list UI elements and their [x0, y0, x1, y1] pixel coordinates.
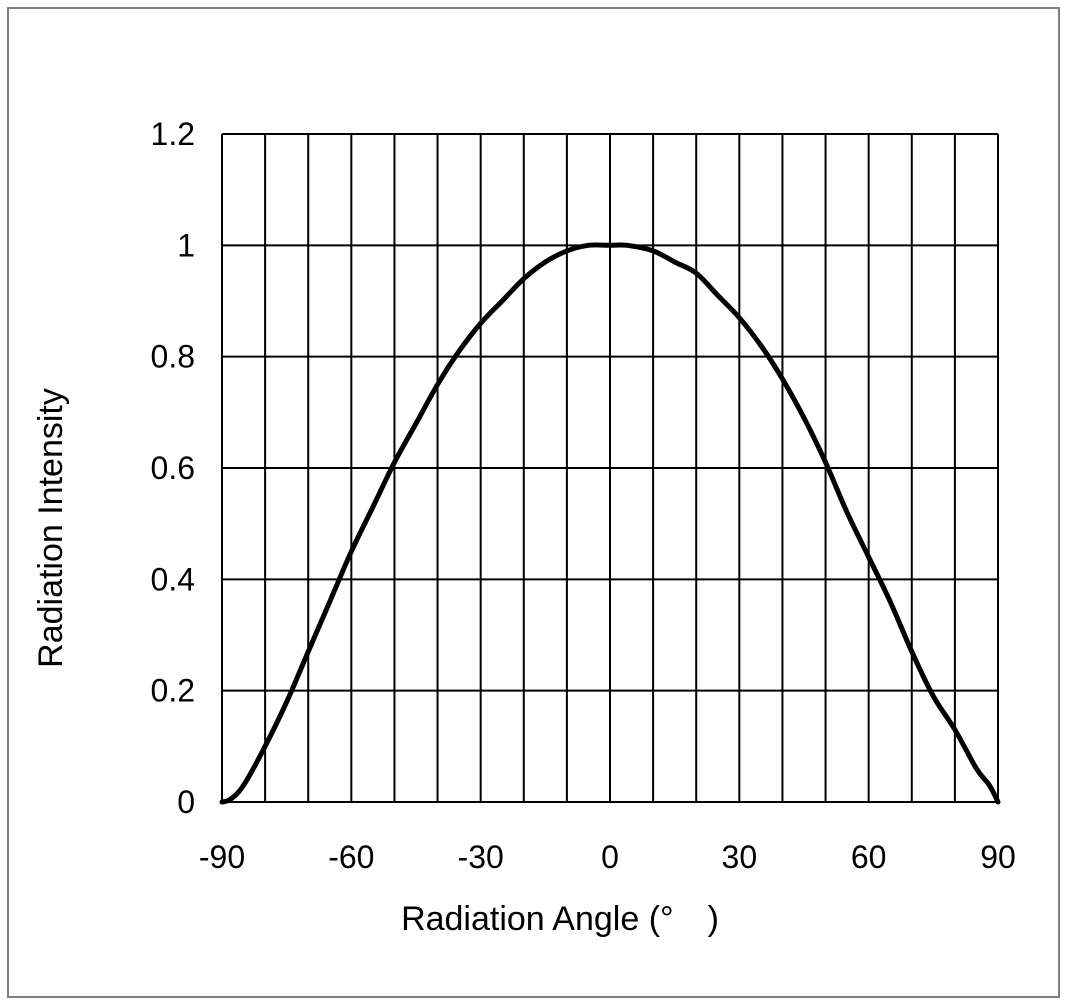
y-tick-label: 0.4: [151, 561, 195, 597]
x-tick-label: 0: [601, 839, 619, 875]
x-tick-label: -60: [328, 839, 374, 875]
y-tick-label: 1: [177, 227, 195, 263]
x-tick-label: 90: [980, 839, 1016, 875]
x-axis-tick-labels: -90 -60 -30 0 30 60 90: [199, 839, 1016, 875]
x-axis-title: Radiation Angle (° ): [401, 900, 719, 938]
y-tick-label: 0: [177, 784, 195, 820]
y-axis-title: Radiation Intensity: [32, 388, 70, 668]
radiation-intensity-curve: [219, 242, 1001, 805]
y-axis-tick-labels: 0 0.2 0.4 0.6 0.8 1 1.2: [151, 116, 195, 820]
series-layer: [219, 242, 1001, 805]
x-tick-label: 30: [722, 839, 758, 875]
chart-frame: [7, 7, 1060, 998]
x-tick-label: -30: [458, 839, 504, 875]
y-tick-label: 0.6: [151, 450, 195, 486]
x-tick-label: -90: [199, 839, 245, 875]
x-tick-label: 60: [851, 839, 887, 875]
y-tick-label: 0.8: [151, 339, 195, 375]
y-tick-label: 1.2: [151, 116, 195, 152]
grid-lines: [221, 133, 999, 803]
y-tick-label: 0.2: [151, 673, 195, 709]
